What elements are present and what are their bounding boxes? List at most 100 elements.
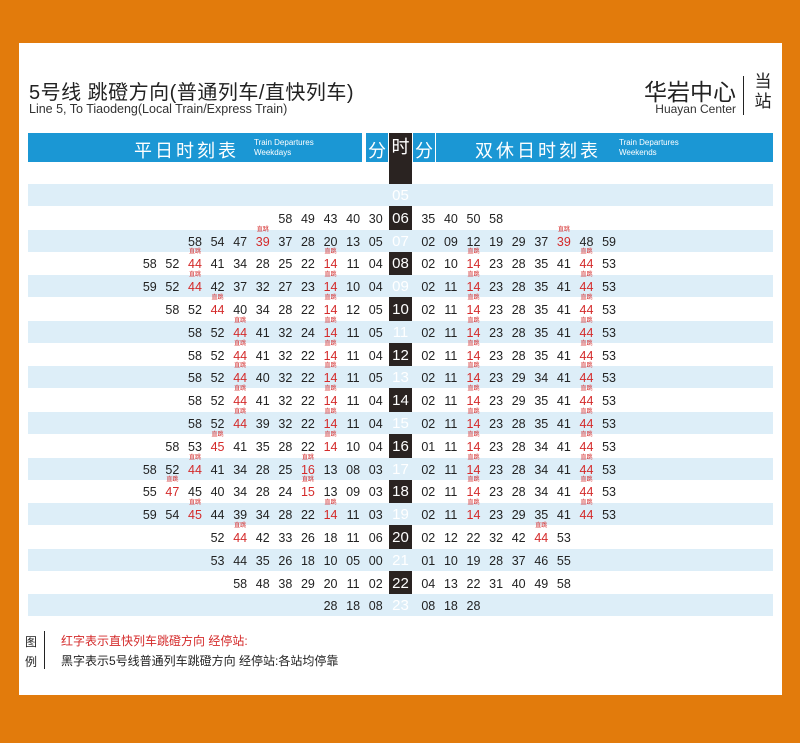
table-row: 02 11 20 29 38 48 58 22 04 13 22 31 40 49 58 — [28, 572, 773, 594]
departure-minute: 34 — [534, 485, 549, 500]
express-departure-minute: 直跳 44 — [575, 341, 598, 366]
departure-minute: 41 — [556, 325, 571, 340]
weekday-minutes: 30 40 43 49 58 — [274, 207, 387, 229]
hour-label: 15 — [392, 415, 409, 432]
express-tag: 直跳 — [467, 454, 480, 461]
table-row: 04 11 直跳 14 22 25 28 34 41 直跳 44 52 58 08 02 10 直跳 14 23 28… — [28, 249, 773, 274]
departure-minute: 48 — [255, 576, 270, 591]
departure-minute: 11 — [444, 303, 458, 317]
express-tag: 直跳 — [580, 500, 593, 507]
weekend-minutes: 02 11 直跳 14 23 28 35 41 直跳 44 53 — [417, 295, 620, 320]
weekday-minutes: 00 05 10 18 26 35 44 53 — [206, 549, 387, 571]
express-departure-minute: 直跳 44 — [530, 523, 553, 548]
express-departure-minute: 直跳 15 — [297, 477, 320, 502]
weekend-minutes: 01 11 直跳 14 23 28 34 41 直跳 44 53 — [417, 432, 620, 457]
hour-label: 05 — [392, 187, 409, 204]
weekend-minutes: 02 11 直跳 14 23 29 34 41 直跳 44 53 — [417, 363, 620, 388]
departure-minute: 42 — [511, 531, 526, 545]
express-tag: 直跳 — [580, 295, 593, 301]
departure-minute: 53 — [602, 257, 616, 272]
departure-minute: 11 — [346, 394, 360, 409]
departure-minute: 26 — [300, 531, 315, 545]
departure-minute: 02 — [421, 462, 436, 477]
departure-minute: 32 — [489, 531, 504, 545]
departure-minute: 05 — [368, 325, 383, 340]
express-departure-minute: 直跳 44 — [229, 409, 252, 434]
departure-minute: 58 — [278, 211, 293, 226]
departure-minute: 11 — [346, 348, 360, 363]
departure-minute: 41 — [556, 485, 571, 500]
departure-minute: 44 — [210, 508, 225, 523]
departure-minute: 34 — [255, 303, 270, 317]
express-departure-minute: 直跳 44 — [184, 454, 207, 480]
express-tag: 直跳 — [324, 363, 337, 370]
express-tag: 直跳 — [467, 249, 480, 256]
weekend-header: 双休日时刻表 Train Departures Weekends — [436, 133, 773, 162]
weekday-minutes: 04 11 直跳 14 22 32 41 直跳 44 52 58 — [184, 386, 387, 411]
departure-minute: 13 — [443, 576, 458, 591]
weekend-minutes: 04 13 22 31 40 49 58 — [417, 572, 575, 594]
departure-minute: 28 — [278, 439, 293, 454]
departure-minute: 41 — [556, 303, 571, 317]
departure-minute: 55 — [142, 485, 157, 500]
table-row: 04 11 直跳 14 22 32 39 直跳 44 52 58 15 02 11 直跳 14 23 28 35 41… — [28, 409, 773, 434]
departure-minute: 28 — [300, 234, 315, 249]
departure-minute: 28 — [323, 599, 338, 614]
express-tag: 直跳 — [256, 226, 269, 233]
express-departure-minute: 直跳 44 — [206, 295, 229, 320]
departure-minute: 23 — [489, 257, 504, 272]
express-departure-minute: 直跳 14 — [319, 386, 342, 411]
express-tag: 直跳 — [188, 454, 201, 461]
express-departure-minute: 直跳 14 — [319, 341, 342, 366]
express-tag: 直跳 — [188, 500, 201, 507]
departure-minute: 20 — [323, 576, 338, 591]
departure-minute: 10 — [346, 280, 361, 295]
express-tag: 直跳 — [580, 363, 593, 370]
departure-minute: 22 — [300, 508, 315, 523]
express-departure-minute: 直跳 44 — [575, 477, 598, 502]
express-tag: 直跳 — [188, 249, 201, 256]
departure-minute: 41 — [255, 325, 270, 340]
departure-minute: 41 — [556, 371, 571, 386]
departure-minute: 11 — [346, 508, 360, 523]
departure-minute: 06 — [368, 531, 383, 545]
departure-minute: 11 — [444, 325, 458, 340]
express-departure-minute: 直跳 14 — [462, 432, 485, 457]
departure-minute: 23 — [489, 462, 504, 477]
departure-minute: 28 — [511, 280, 526, 295]
departure-minute: 02 — [421, 348, 436, 363]
departure-minute: 35 — [534, 508, 549, 523]
departure-minute: 23 — [489, 280, 504, 295]
express-departure-minute: 直跳 39 — [553, 227, 576, 252]
departure-minute: 35 — [534, 303, 549, 317]
departure-minute: 40 — [210, 485, 225, 500]
express-departure-minute: 直跳 14 — [319, 409, 342, 434]
departure-minute: 35 — [534, 257, 549, 272]
departure-minute: 32 — [255, 280, 270, 295]
departure-minute: 32 — [278, 348, 293, 363]
express-tag: 直跳 — [580, 454, 593, 461]
weekend-minutes: 02 11 直跳 14 23 29 35 41 直跳 44 53 — [417, 500, 620, 525]
departure-minute: 28 — [511, 439, 526, 454]
departure-minute: 41 — [556, 257, 571, 272]
departure-minute: 18 — [443, 599, 458, 614]
departure-minute: 52 — [210, 325, 225, 340]
departure-minute: 55 — [556, 553, 571, 568]
departure-minute: 28 — [278, 508, 293, 523]
weekend-minutes: 02 11 直跳 14 23 28 35 41 直跳 44 53 — [417, 272, 620, 297]
hour-label: 11 — [392, 323, 409, 341]
departure-minute: 02 — [421, 325, 436, 340]
express-tag: 直跳 — [234, 340, 247, 347]
departure-minute: 37 — [511, 553, 526, 568]
departure-minute: 40 — [233, 303, 248, 317]
hour-label: 08 — [392, 255, 409, 273]
departure-minute: 12 — [466, 234, 481, 249]
express-departure-minute: 直跳 14 — [462, 500, 485, 525]
departure-minute: 52 — [210, 417, 225, 431]
express-departure-minute: 直跳 45 — [184, 500, 207, 525]
current-station-label: 当站 — [754, 72, 772, 111]
departure-minute: 24 — [278, 485, 293, 500]
departure-minute: 58 — [142, 257, 157, 272]
departure-minute: 53 — [602, 348, 616, 363]
express-departure-minute: 直跳 44 — [575, 432, 598, 457]
